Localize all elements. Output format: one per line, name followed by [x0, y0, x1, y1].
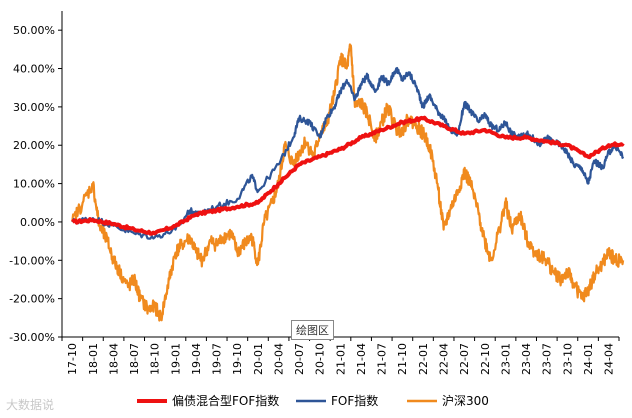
x-tick-label: 17-10: [66, 343, 79, 375]
x-tick-label: 20-07: [293, 343, 306, 375]
y-tick-label: -10.00%: [9, 254, 55, 267]
y-tick-label: 50.00%: [13, 24, 55, 37]
y-tick-label: 10.00%: [13, 178, 55, 191]
y-tick-label: -30.00%: [9, 331, 55, 344]
x-tick-label: 23-01: [499, 343, 512, 375]
x-tick-label: 20-10: [314, 343, 327, 375]
x-tick-label: 22-04: [437, 343, 450, 375]
x-tick-label: 21-07: [376, 343, 389, 375]
x-tick-label: 24-01: [582, 343, 595, 375]
x-tick-label: 24-04: [603, 343, 616, 375]
x-tick-label: 19-07: [211, 343, 224, 375]
watermark: 大数据说: [6, 398, 55, 412]
legend-label-1: FOF指数: [331, 393, 378, 408]
legend-label-0: 偏债混合型FOF指数: [172, 393, 279, 408]
series-line-2: [71, 43, 625, 322]
x-tick-label: 19-04: [190, 343, 203, 375]
y-tick-label: 30.00%: [13, 101, 55, 114]
x-tick-label: 18-04: [107, 343, 120, 375]
x-tick-label: 18-07: [128, 343, 141, 375]
y-axis-ticks: -30.00% -20.00% -10.00% 0.00% 10.00% 20.00% 30…: [9, 24, 62, 344]
y-tick-label: 40.00%: [13, 63, 55, 76]
x-tick-label: 19-10: [231, 343, 244, 375]
y-tick-label: -20.00%: [9, 293, 55, 306]
x-tick-label: 23-07: [541, 343, 554, 375]
x-tick-label: 21-10: [396, 343, 409, 375]
x-tick-label: 22-01: [417, 343, 430, 375]
y-tick-label: 20.00%: [13, 139, 55, 152]
x-tick-label: 21-04: [355, 343, 368, 375]
legend-label-2: 沪深300: [442, 394, 489, 408]
legend: 偏债混合型FOF指数 FOF指数 沪深300: [137, 393, 489, 408]
plot-area[interactable]: [71, 43, 625, 322]
x-tick-label: 19-01: [169, 343, 182, 375]
x-tick-label: 20-04: [272, 343, 285, 375]
x-tick-label: 22-10: [479, 343, 492, 375]
x-tick-label: 21-01: [334, 343, 347, 375]
x-tick-label: 23-04: [520, 343, 533, 375]
plot-area-tooltip: 绘图区: [291, 320, 334, 340]
x-tick-label: 20-01: [252, 343, 265, 375]
x-tick-label: 18-01: [87, 343, 100, 375]
x-axis-ticks: 17-10 18-01 18-04 18-07 18-10 19-01 19-04 19-07…: [61, 337, 620, 375]
series-line-0: [71, 115, 625, 236]
y-tick-label: 0.00%: [20, 216, 55, 229]
x-tick-label: 22-07: [458, 343, 471, 375]
x-tick-label: 23-10: [561, 343, 574, 375]
x-tick-label: 18-10: [149, 343, 162, 375]
